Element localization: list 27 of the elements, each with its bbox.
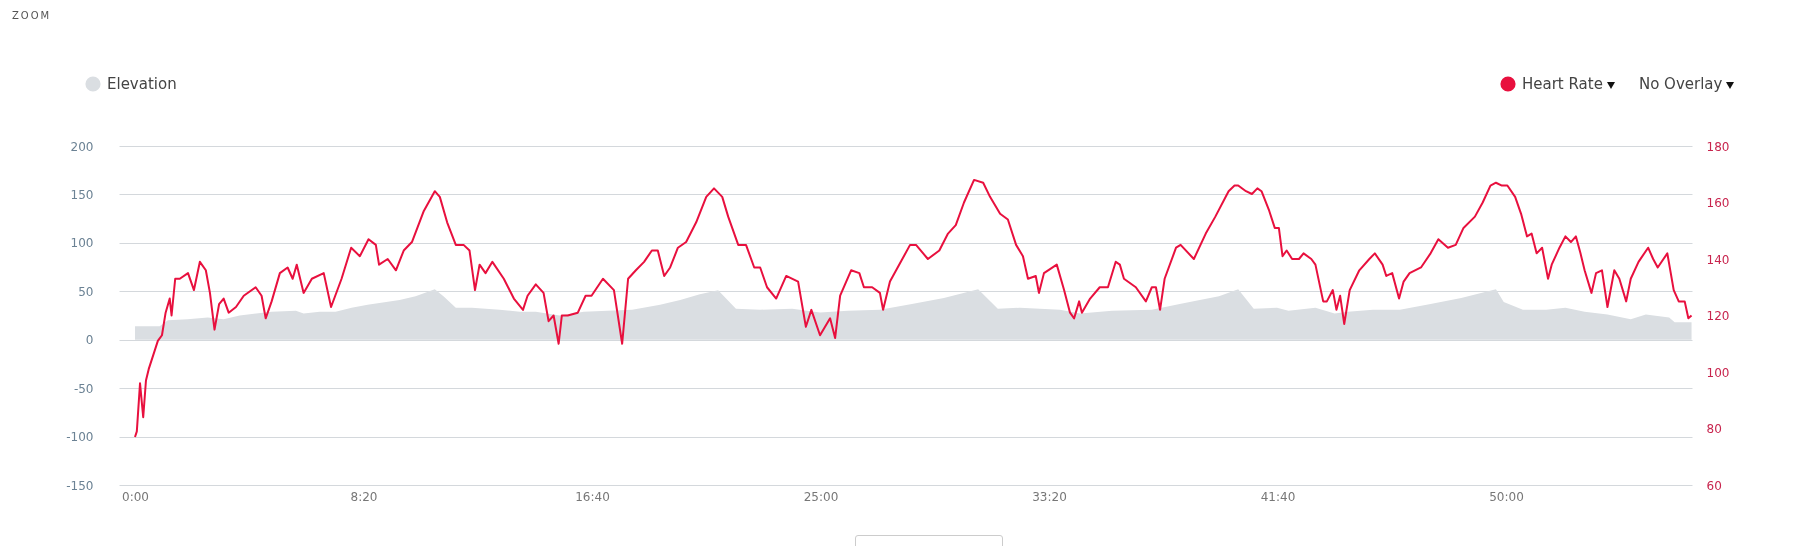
x-tick-label: 16:40	[575, 489, 610, 504]
y-tick-label: -50	[73, 381, 94, 396]
x-tick-label: 8:20	[350, 489, 378, 504]
x-tick-label: 33:20	[1032, 489, 1067, 504]
x-tick-label: 25:00	[803, 489, 839, 504]
y-tick-label: -100	[66, 430, 94, 445]
legend-label: Heart Rate	[1522, 75, 1603, 93]
y-tick-label: 200	[70, 139, 94, 154]
y-tick-label: -150	[66, 478, 94, 493]
legend-label: Elevation	[107, 75, 177, 93]
line-series	[134, 178, 1693, 438]
y2-tick-label: 120	[1706, 309, 1730, 323]
y2-tick-label: 160	[1706, 196, 1730, 210]
x-tick-label: 0:00	[122, 489, 149, 504]
text: No Overlay	[1638, 75, 1723, 93]
y2-tick-label: 60	[1706, 478, 1722, 493]
text: ZOOM	[12, 10, 52, 21]
y2-tick-label: 180	[1706, 139, 1730, 154]
y2-tick-label: 80	[1706, 422, 1722, 436]
x-tick-label: 50:00	[1489, 489, 1524, 504]
y-tick-label: 50	[78, 284, 94, 299]
y2-tick-label: 100	[1706, 365, 1730, 380]
y-tick-label: 150	[70, 187, 94, 202]
y2-tick-label: 140	[1706, 252, 1730, 267]
y-tick-label: 0	[85, 333, 94, 348]
x-tick-label: 41:40	[1260, 489, 1296, 504]
y-tick-label: 100	[70, 236, 94, 251]
